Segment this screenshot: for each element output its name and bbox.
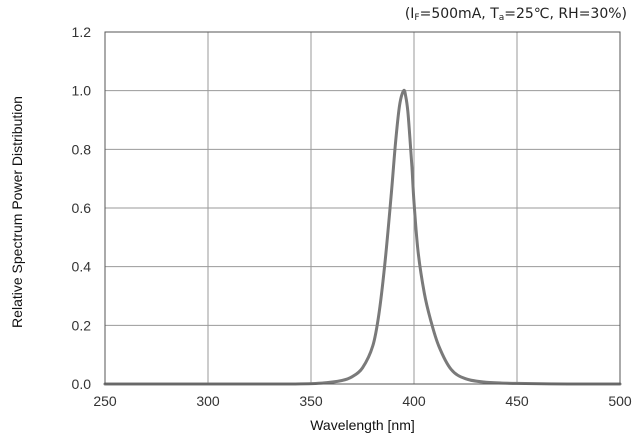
- plot-frame: [104, 31, 621, 385]
- y-tick-label: 0.6: [72, 200, 92, 216]
- measurement-conditions: (IF=500mA, Ta=25℃, RH=30%): [405, 6, 627, 23]
- conditions-open: (: [404, 6, 411, 22]
- data-layer: [103, 88, 622, 386]
- y-axis-title: Relative Spectrum Power Distribution: [9, 96, 25, 328]
- y-tick-label: 0.8: [72, 141, 92, 157]
- ta-symbol: T: [490, 6, 499, 22]
- spectrum-line: [103, 88, 622, 386]
- x-tick-label: 300: [196, 393, 220, 409]
- x-axis-title: Wavelength [nm]: [310, 417, 415, 433]
- grid-lines: [104, 31, 621, 385]
- if-value: =500mA,: [419, 6, 491, 22]
- y-tick-label: 1.0: [72, 83, 92, 99]
- if-subscript: F: [414, 13, 420, 23]
- y-tick-label: 0.2: [72, 317, 92, 333]
- y-tick-label: 1.2: [72, 24, 92, 40]
- y-tick-label: 0.0: [72, 376, 92, 392]
- x-tick-label: 500: [608, 393, 632, 409]
- ta-subscript: a: [498, 13, 505, 23]
- ta-value: =25℃, RH=30%): [504, 6, 627, 22]
- x-tick-label: 350: [299, 393, 323, 409]
- y-tick-label: 0.4: [72, 259, 92, 275]
- x-tick-label: 400: [402, 393, 426, 409]
- x-tick-label: 250: [93, 393, 117, 409]
- x-tick-label: 450: [505, 393, 529, 409]
- tick-labels: 250 300 350 400 450 500 0.0 0.2 0.4 0.6 0.8 1.0 1.2: [72, 24, 632, 409]
- if-symbol: I: [410, 6, 415, 22]
